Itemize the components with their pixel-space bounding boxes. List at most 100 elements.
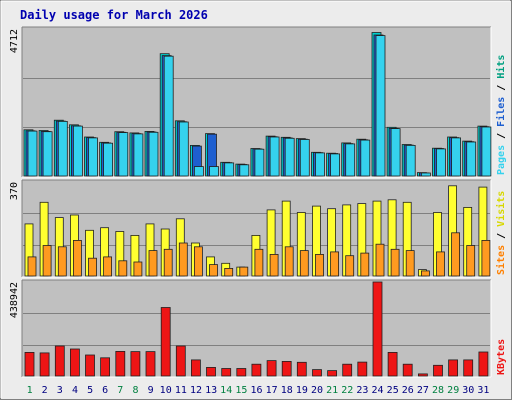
x-tick-label-day-2: 2 [42,385,48,396]
bar-kbytes-day-4 [70,348,80,377]
bar-pages-day-15 [239,164,250,177]
bar-sites-day-21 [330,251,340,277]
bar-sites-day-2 [42,245,52,277]
bar-sites-day-10 [163,248,173,277]
bar-kbytes-day-29 [448,359,459,377]
bar-sites-day-1 [27,256,37,277]
bar-sites-day-16 [254,248,264,277]
bar-sites-day-14 [224,267,234,277]
x-tick-label-day-7: 7 [117,385,123,396]
x-tick-label-day-12: 12 [190,385,202,396]
bar-sites-day-27 [420,270,430,277]
panel-legend: Sites / Visits [495,191,507,275]
bar-kbytes-day-19 [296,361,307,377]
y-max-label: 438942 [9,282,20,318]
legend-separator: / [496,227,507,245]
x-axis: 1 2 3 4 5 6 7 8 9 10 11 12 13 14 15 16 17 18 19 20 21 22 23 24 2… [27,385,490,396]
x-tick-label-day-5: 5 [87,385,93,396]
bar-pages-day-22 [345,143,356,177]
panel-legend: Pages / Files / Hits [495,55,507,175]
x-tick-label-day-29: 29 [447,385,459,396]
bar-pages-day-24 [375,35,386,177]
bar-pages-day-8 [133,133,144,177]
panel-visits-sites: 370 Sites / Visits [9,179,507,278]
x-tick-label-day-10: 10 [160,385,172,396]
bar-kbytes-day-18 [281,360,292,377]
x-tick-label-day-1: 1 [27,385,33,396]
legend-separator: / [496,127,507,145]
bar-kbytes-day-1 [24,351,35,377]
bar-pages-day-30 [466,141,477,177]
x-tick-label-day-16: 16 [250,385,262,396]
legend-hits: Hits [495,55,507,79]
bar-pages-day-28 [436,148,446,177]
x-tick-label-day-31: 31 [477,385,489,396]
bar-pages-day-1 [27,130,38,177]
chart-panels: 4712 Pages / Files / Hits 370 Sites / Visit… [9,26,507,378]
bar-kbytes-day-28 [433,364,443,377]
bar-kbytes-day-27 [417,373,428,377]
bar-sites-day-9 [148,250,158,277]
bar-kbytes-day-2 [39,352,50,377]
bar-pages-day-14 [224,162,235,177]
bar-sites-day-15 [239,266,249,277]
bars-visits-sites [24,185,491,277]
bar-kbytes-day-22 [342,363,353,377]
y-max-label: 4712 [9,29,20,53]
legend-files: Files [495,97,507,127]
x-tick-label-day-8: 8 [132,385,138,396]
panel-hits-files-pages: 4712 Pages / Files / Hits [9,26,507,178]
bar-sites-day-11 [178,242,188,277]
bar-kbytes-day-11 [175,345,186,377]
chart-title: Daily usage for March 2026 [20,8,208,22]
legend-kbytes: KBytes [496,339,507,375]
bar-kbytes-day-16 [251,363,262,377]
x-tick-label-day-9: 9 [148,385,154,396]
bar-sites-day-4 [73,239,82,277]
bar-sites-day-18 [284,246,294,277]
bar-pages-day-29 [451,137,462,177]
bar-pages-day-6 [103,142,113,177]
legend-sites: Sites [495,245,507,275]
panel-kbytes: 438942 KBytes [9,279,507,378]
x-tick-label-day-25: 25 [387,385,399,396]
bars-hits-files-pages [23,32,492,177]
legend-separator: / [496,79,507,97]
x-tick-label-day-6: 6 [102,385,108,396]
bar-pages-day-18 [284,137,295,177]
x-tick-label-day-11: 11 [175,385,187,396]
x-tick-label-day-23: 23 [356,385,368,396]
bar-pages-day-9 [148,131,159,177]
bar-pages-day-17 [269,136,280,177]
bar-pages-day-19 [299,139,310,177]
bar-kbytes-day-25 [387,351,398,377]
bar-sites-day-29 [451,232,461,277]
x-tick-label-day-15: 15 [235,385,247,396]
bar-sites-day-30 [466,245,476,277]
x-tick-label-day-13: 13 [205,385,217,396]
x-tick-label-day-22: 22 [341,385,353,396]
bar-pages-day-25 [390,128,401,177]
bar-kbytes-day-30 [463,359,474,377]
legend-pages: Pages [496,145,507,175]
x-tick-label-day-21: 21 [326,385,338,396]
bar-kbytes-day-14 [221,368,232,377]
bar-kbytes-day-10 [160,307,171,377]
x-tick-label-day-4: 4 [72,385,78,396]
bar-sites-day-6 [103,256,112,277]
x-tick-label-day-27: 27 [417,385,429,396]
x-tick-label-day-30: 30 [462,385,474,396]
x-tick-label-day-18: 18 [281,385,293,396]
x-tick-label-day-26: 26 [402,385,414,396]
panel-background [22,280,491,377]
bar-sites-day-24 [375,243,385,277]
bar-sites-day-7 [118,260,128,277]
x-tick-label-day-19: 19 [296,385,308,396]
bar-sites-day-12 [193,246,203,277]
bar-kbytes-day-6 [100,357,110,377]
bar-pages-day-23 [360,139,371,177]
bar-kbytes-day-20 [312,369,322,377]
bar-pages-day-4 [73,125,83,177]
bar-pages-day-5 [88,137,98,177]
